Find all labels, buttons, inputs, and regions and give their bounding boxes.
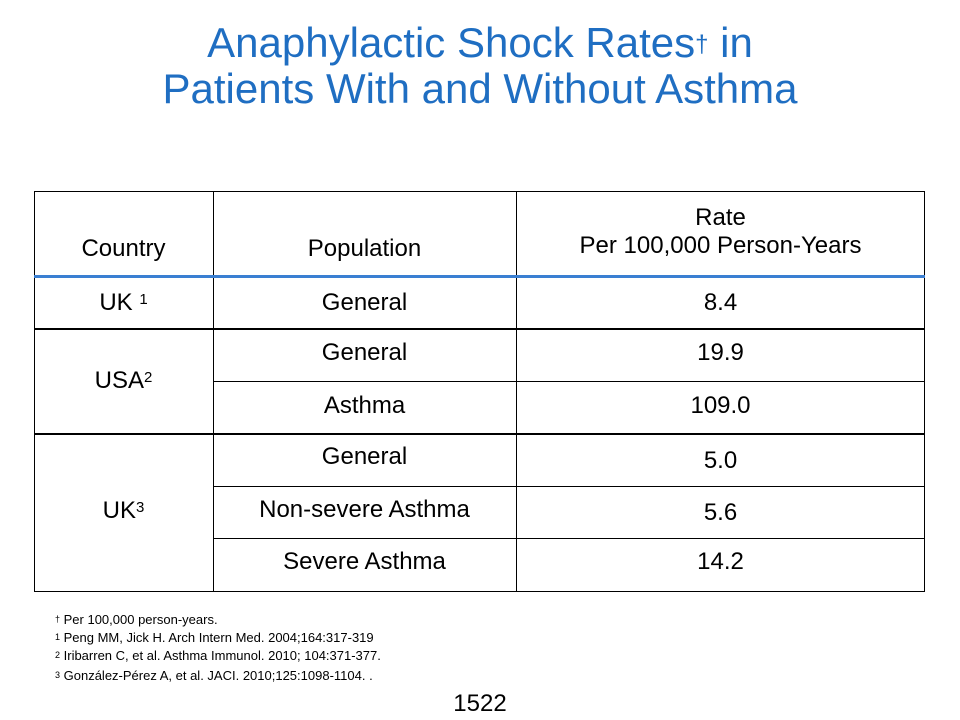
population-cell: General <box>321 339 408 366</box>
dagger-mark: † <box>695 31 709 58</box>
page-number: 1522 <box>453 690 507 717</box>
population-cell: General <box>321 289 408 316</box>
population-cell: Non-severe Asthma <box>259 496 470 523</box>
header-rate: Rate Per 100,000 Person-Years <box>579 204 862 259</box>
group-divider <box>34 433 925 435</box>
country-cell: USA2 <box>94 367 153 394</box>
title-line-2: Patients With and Without Asthma <box>162 65 798 112</box>
footnote: † Per 100,000 person-years. <box>55 612 218 627</box>
footnote: 1 Peng MM, Jick H. Arch Intern Med. 2004… <box>55 630 374 645</box>
population-cell: Asthma <box>323 392 406 419</box>
country-cell: UK 1 <box>99 289 148 316</box>
column-divider <box>516 191 517 592</box>
reference-mark: 1 <box>139 291 148 308</box>
rates-table: Country Population Rate Per 100,000 Pers… <box>34 191 925 592</box>
header-underline <box>34 275 925 278</box>
slide-title: Anaphylactic Shock Rates† in Patients Wi… <box>0 20 960 112</box>
footnote: 3 González-Pérez A, et al. JACI. 2010;12… <box>55 668 373 683</box>
rate-cell: 5.6 <box>703 499 738 526</box>
group-divider <box>34 328 925 330</box>
reference-mark: 2 <box>144 369 153 386</box>
population-cell: Severe Asthma <box>283 548 446 575</box>
title-line-1: Anaphylactic Shock Rates† in <box>207 19 753 66</box>
rate-cell: 109.0 <box>690 392 751 419</box>
row-divider <box>213 538 925 539</box>
header-country: Country <box>81 235 166 262</box>
reference-mark: 3 <box>136 499 145 516</box>
population-cell: General <box>321 443 408 470</box>
rate-cell: 5.0 <box>703 447 738 474</box>
rate-cell: 8.4 <box>703 289 738 316</box>
rate-cell: 19.9 <box>697 339 744 366</box>
header-population: Population <box>307 235 422 262</box>
footnote: 2 Iribarren C, et al. Asthma Immunol. 20… <box>55 648 381 663</box>
row-divider <box>213 486 925 487</box>
rate-cell: 14.2 <box>697 548 744 575</box>
country-cell: UK3 <box>102 497 145 524</box>
table-border <box>34 191 925 592</box>
row-divider <box>213 381 925 382</box>
column-divider <box>213 191 214 592</box>
